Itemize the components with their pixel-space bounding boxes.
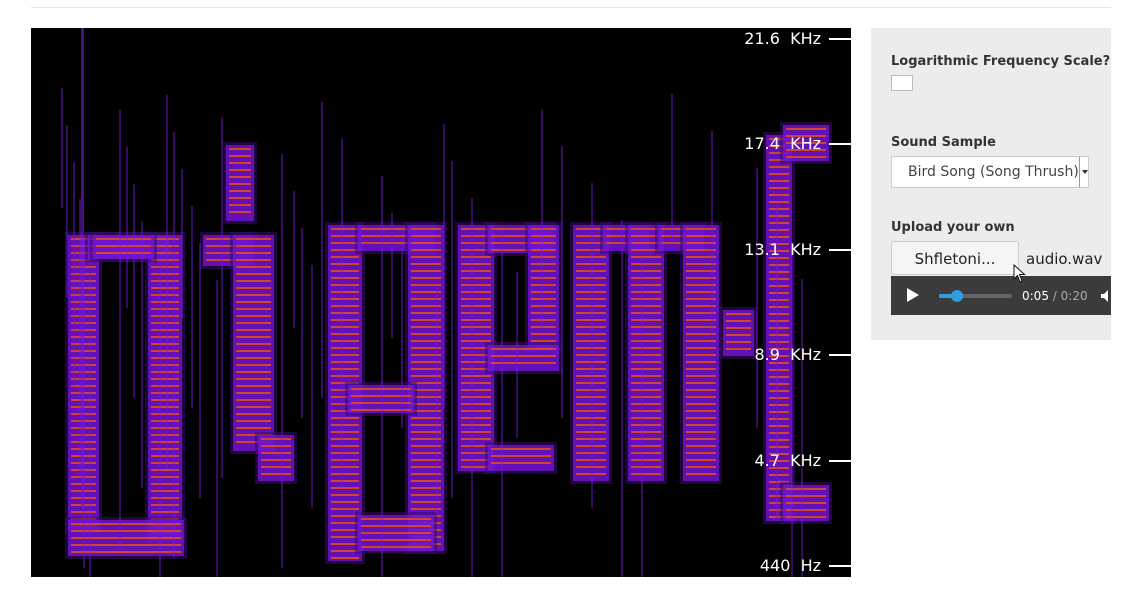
freq-tick [829,460,851,462]
top-divider [31,7,1111,8]
spectrogram-canvas [61,28,832,577]
volume-icon[interactable] [1100,289,1111,303]
freq-label: 21.6 KHz [744,29,821,48]
seek-handle[interactable] [951,290,964,302]
freq-label: 8.9 KHz [754,345,821,364]
freq-label: 4.7 KHz [754,451,821,470]
chevron-down-icon [1079,157,1088,187]
cursor-icon [1013,264,1026,283]
freq-label: 440 Hz [759,556,821,575]
log-scale-label: Logarithmic Frequency Scale? [891,54,1111,69]
seek-bar[interactable] [939,290,1012,302]
freq-tick [829,565,851,567]
freq-label: 13.1 KHz [744,240,821,259]
seek-progress [939,294,958,298]
spectrogram: 21.6 KHz 17.4 KHz 13.1 KHz 8.9 KHz 4.7 K… [31,28,851,577]
audio-player: 0:05 / 0:20 [891,276,1111,315]
file-choose-button[interactable]: Shfletoni... [891,241,1019,275]
log-scale-checkbox[interactable] [891,75,913,91]
freq-tick [829,143,851,145]
file-name: audio.wav [1026,250,1103,268]
current-time: 0:05 [1022,289,1049,303]
time-display: 0:05 / 0:20 [1022,289,1088,303]
freq-tick [829,249,851,251]
play-icon[interactable] [907,288,919,302]
controls-panel: Logarithmic Frequency Scale? Sound Sampl… [871,28,1111,340]
duration: / 0:20 [1052,289,1088,303]
sound-sample-value: Bird Song (Song Thrush) [908,164,1079,180]
freq-label: 17.4 KHz [744,134,821,153]
sound-sample-label: Sound Sample [891,135,996,150]
freq-tick [829,38,851,40]
freq-tick [829,354,851,356]
sound-sample-select[interactable]: Bird Song (Song Thrush) [891,156,1089,188]
upload-label: Upload your own [891,220,1015,235]
file-choose-button-label: Shfletoni... [914,250,996,268]
